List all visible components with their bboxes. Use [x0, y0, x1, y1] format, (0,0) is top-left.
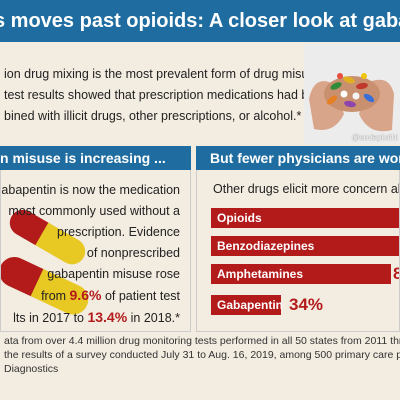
pills-illustration — [304, 44, 400, 144]
right-section-title: But fewer physicians are worried abo — [210, 150, 400, 166]
value-2017: 9.6% — [69, 287, 102, 303]
left-line: Gabapentin is now the medication — [0, 183, 180, 197]
left-section-text: Gabapentin is now the medication most co… — [0, 180, 180, 329]
photo-credit: @sodapix/thi — [351, 133, 398, 142]
intro-text: ion drug mixing is the most prevalent fo… — [4, 64, 330, 127]
intro-line: ion drug mixing is the most prevalent fo… — [4, 67, 325, 81]
right-section-panel: Other drugs elicit more concern about n … — [196, 170, 400, 332]
left-line-2018: lts in 2017 to 13.4% in 2018.* — [1, 307, 180, 329]
bar-gabapentin: Gabapentin — [211, 295, 284, 315]
left-line: of nonprescribed — [86, 246, 180, 260]
bar-value-gabapentin: 34% — [289, 295, 324, 314]
text-fragment: in 2018.* — [127, 311, 180, 325]
left-line: gabapentin misuse rose — [47, 267, 180, 281]
bar-label: Benzodiazepines — [217, 239, 315, 253]
footer-line: Diagnostics — [4, 363, 59, 375]
intro-line: bined with illicit drugs, other prescrip… — [4, 109, 302, 123]
capsules-illustration — [1, 209, 89, 315]
page-title: s moves past opioids: A closer look at g… — [0, 10, 400, 32]
bar-benzodiazepines: Benzodiazepines — [211, 236, 399, 256]
left-section-header: n misuse is increasing ... — [0, 146, 191, 170]
pills-in-hands-photo: @sodapix/thi — [304, 44, 400, 144]
value-2018: 13.4% — [87, 309, 128, 325]
right-section-header: But fewer physicians are worried abo — [196, 146, 400, 170]
page-header: s moves past opioids: A closer look at g… — [0, 0, 400, 42]
intro-line: test results showed that prescription me… — [4, 88, 330, 102]
right-section-subtitle: Other drugs elicit more concern about n — [213, 182, 399, 196]
bar-amphetamines: Amphetamines — [211, 264, 391, 284]
footer-text: ata from over 4.4 million drug monitorin… — [4, 334, 400, 376]
bar-opioids: Opioids — [211, 208, 399, 228]
left-section-panel: Gabapentin is now the medication most co… — [0, 170, 191, 332]
bar-label: Opioids — [217, 211, 262, 225]
text-fragment: of patient test — [101, 289, 180, 303]
bar-label: Gabapentin — [217, 298, 284, 312]
footer-line: the results of a survey conducted July 3… — [4, 349, 400, 361]
text-fragment: lts in 2017 to — [13, 311, 88, 325]
left-line: prescription. Evidence — [57, 225, 180, 239]
left-section-title: n misuse is increasing ... — [0, 150, 166, 166]
left-line-2017: from 9.6% of patient test — [1, 285, 180, 307]
text-fragment: from — [41, 289, 70, 303]
footer-line: ata from over 4.4 million drug monitorin… — [4, 335, 400, 347]
footer-notes: ata from over 4.4 million drug monitorin… — [0, 332, 400, 400]
bar-value-amphetamines: 8 — [393, 264, 399, 284]
bar-label: Amphetamines — [217, 267, 304, 281]
left-line: most commonly used without a — [8, 204, 180, 218]
